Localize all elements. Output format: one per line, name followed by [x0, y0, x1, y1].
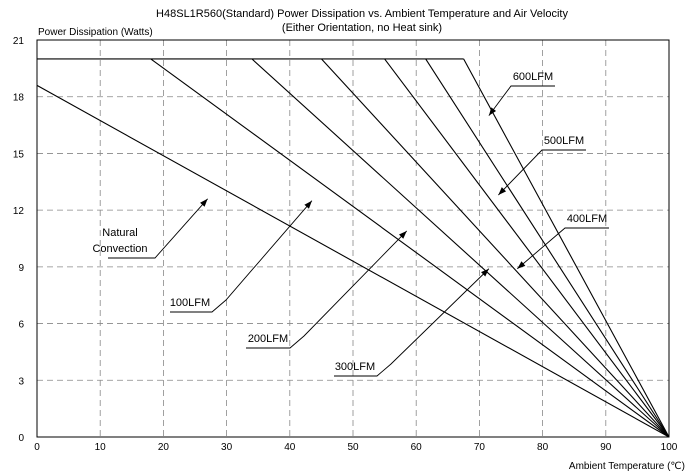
x-tick-label-5: 50 [347, 442, 359, 453]
callout-arrowhead-100lfm [304, 200, 312, 209]
chart-title: H48SL1R560(Standard) Power Dissipation v… [156, 8, 568, 20]
x-tick-label-3: 30 [221, 442, 233, 453]
series-line-200lfm [251, 58, 670, 438]
y-tick-label-2: 6 [18, 320, 24, 331]
x-tick-label-4: 40 [284, 442, 296, 453]
callout-leader-300lfm [334, 268, 490, 377]
x-tick-label-0: 0 [34, 442, 40, 453]
callout-label-500lfm: 500LFM [544, 135, 584, 147]
callout-label-natural-convection-2: Convection [92, 243, 147, 255]
callout-leader-100lfm [170, 200, 313, 313]
callout-arrowhead-500lfm [498, 187, 507, 196]
x-axis-label: Ambient Temperature (℃) [569, 461, 685, 471]
y-tick-label-3: 9 [18, 263, 24, 274]
y-tick-label-6: 18 [13, 93, 25, 104]
callout-arrowhead-300lfm [481, 268, 489, 277]
y-axis-label: Power Dissipation (Watts) [38, 27, 153, 38]
y-tick-label-1: 3 [18, 376, 24, 387]
annotation-group: Natural Convection 100LFM 200LFM 300LFM 400LF… [92, 71, 609, 377]
callout-label-400lfm: 400LFM [567, 213, 607, 225]
series-line-500lfm [425, 58, 670, 438]
series-line-300lfm [320, 58, 670, 438]
y-tick-label-4: 12 [13, 206, 25, 217]
series-line-100lfm [150, 58, 670, 438]
callout-leader-200lfm [246, 230, 408, 349]
series-group [36, 58, 670, 438]
y-tick-label-0: 0 [18, 433, 24, 444]
callout-arrowhead-400lfm [517, 261, 526, 269]
callout-leader-500lfm [498, 149, 586, 196]
callout-label-100lfm: 100LFM [170, 297, 210, 309]
callout-arrowhead-600lfm [488, 107, 497, 116]
series-line-600lfm [463, 58, 670, 438]
callout-leader-natural-convection [108, 198, 208, 259]
callout-label-200lfm: 200LFM [248, 333, 288, 345]
x-tick-label-1: 10 [95, 442, 107, 453]
callout-label-600lfm: 600LFM [513, 71, 553, 83]
callout-arrowhead-200lfm [398, 230, 407, 239]
y-tick-label-5: 15 [13, 149, 25, 160]
callout-leader-400lfm [517, 227, 609, 270]
x-tick-label-10: 100 [661, 442, 678, 453]
plot-frame [36, 39, 670, 438]
y-tick-label-7: 21 [13, 36, 25, 47]
x-tick-label-6: 60 [411, 442, 423, 453]
grid-lines [37, 40, 669, 437]
x-tick-label-2: 20 [158, 442, 170, 453]
x-tick-labels: 0 10 20 30 40 50 60 70 80 90 100 [34, 442, 678, 453]
x-tick-label-7: 70 [474, 442, 486, 453]
callout-label-300lfm: 300LFM [335, 361, 375, 373]
callout-leader-600lfm [488, 85, 555, 116]
x-tick-label-9: 90 [600, 442, 612, 453]
callout-arrowhead-natural-convection [200, 198, 208, 207]
callout-label-natural-convection-1: Natural [102, 227, 137, 239]
chart-subtitle: (Either Orientation, no Heat sink) [282, 22, 442, 34]
y-tick-labels: 0 3 6 9 12 15 18 21 [13, 36, 25, 444]
series-line-400lfm [384, 58, 670, 438]
x-tick-label-8: 80 [537, 442, 549, 453]
series-line-natural-convection [36, 84, 670, 438]
